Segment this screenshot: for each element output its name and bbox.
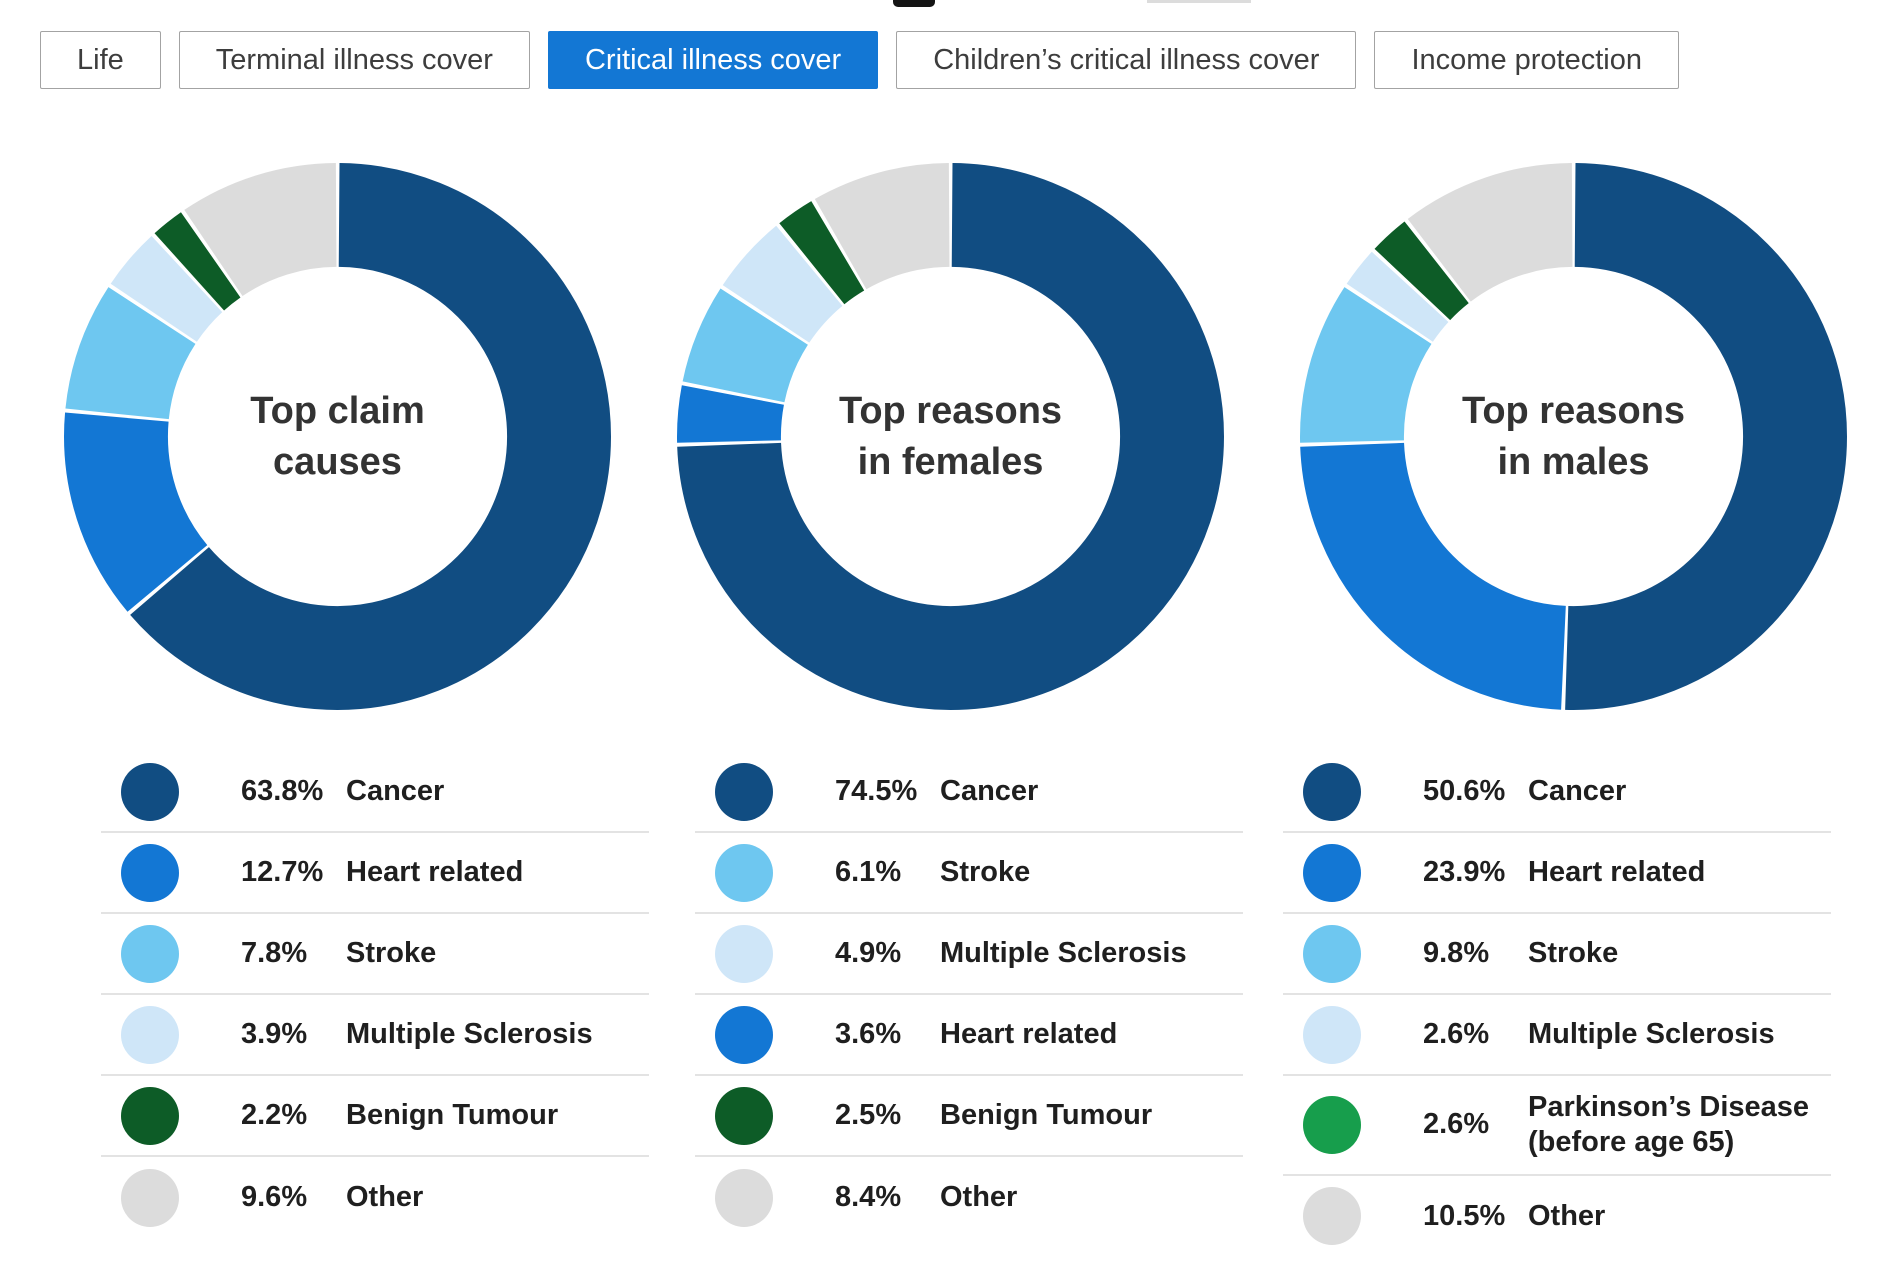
legend-row-heart-related: 12.7% Heart related bbox=[101, 833, 649, 914]
legend-row-multiple-sclerosis: 2.6% Multiple Sclerosis bbox=[1283, 995, 1831, 1076]
legend-label: Stroke bbox=[940, 856, 1031, 889]
legend-row-benign-tumour: 2.2% Benign Tumour bbox=[101, 1076, 649, 1157]
legend-label: Heart related bbox=[346, 856, 524, 889]
donut-slice-cancer bbox=[1300, 163, 1847, 710]
legend-dot-multiple-sclerosis bbox=[715, 924, 773, 983]
donut-slice-cancer bbox=[677, 163, 1224, 710]
legend-dot-stroke bbox=[121, 924, 179, 983]
legend-percentage: 9.6% bbox=[241, 1181, 308, 1213]
legend-dot-stroke bbox=[715, 843, 773, 902]
tab-terminal-illness-cover[interactable]: Terminal illness cover bbox=[178, 31, 530, 89]
legend-row-cancer: 74.5% Cancer bbox=[695, 752, 1243, 833]
donut-slice-stroke bbox=[1300, 163, 1847, 710]
legend-label: Heart related bbox=[1528, 856, 1706, 889]
legend-dot-heart-related bbox=[1303, 843, 1361, 902]
legend-dot-multiple-sclerosis bbox=[121, 1005, 179, 1064]
legend-percentage: 2.2% bbox=[241, 1099, 308, 1131]
legend-percentage: 7.8% bbox=[241, 937, 308, 969]
legend-row-stroke: 6.1% Stroke bbox=[695, 833, 1243, 914]
donut-slice-cancer bbox=[64, 163, 611, 710]
top-edge-fragment-light bbox=[1147, 0, 1251, 3]
tab-critical-illness-cover[interactable]: Critical illness cover bbox=[547, 31, 879, 89]
legend-row-other: 8.4% Other bbox=[695, 1157, 1243, 1238]
legend-percentage: 12.7% bbox=[241, 856, 324, 888]
legend-label: Benign Tumour bbox=[940, 1099, 1153, 1132]
legend-dot-cancer bbox=[715, 762, 773, 821]
legend-row-heart-related: 3.6% Heart related bbox=[695, 995, 1243, 1076]
legend-label: Multiple Sclerosis bbox=[1528, 1018, 1775, 1051]
legend-top-reasons-females: 74.5% Cancer 6.1% Stroke 4.9% Multiple Sclero… bbox=[695, 752, 1243, 1238]
legend-label: Stroke bbox=[346, 937, 437, 970]
legend-row-multiple-sclerosis: 3.9% Multiple Sclerosis bbox=[101, 995, 649, 1076]
legend-dot-multiple-sclerosis bbox=[1303, 1005, 1361, 1064]
legend-label: Multiple Sclerosis bbox=[346, 1018, 593, 1051]
legend-percentage: 3.6% bbox=[835, 1018, 902, 1050]
legend-label: Cancer bbox=[940, 775, 1039, 808]
legend-label: Benign Tumour bbox=[346, 1099, 559, 1132]
tab-bar: Life Terminal illness cover Critical illne… bbox=[40, 31, 1679, 89]
legend-row-cancer: 50.6% Cancer bbox=[1283, 752, 1831, 833]
legend-row-parkinson-s-disease-before-age-65: 2.6% Parkinson’s Disease (before age 65) bbox=[1283, 1076, 1831, 1176]
legend-label: Other bbox=[940, 1181, 1018, 1214]
legend-row-other: 10.5% Other bbox=[1283, 1176, 1831, 1257]
legend-dot-stroke bbox=[1303, 924, 1361, 983]
legend-percentage: 6.1% bbox=[835, 856, 902, 888]
donut-svg-top-reasons-males bbox=[1300, 163, 1847, 710]
tab-children-s-critical-illness-cover[interactable]: Children’s critical illness cover bbox=[896, 31, 1357, 89]
legend-dot-other bbox=[121, 1168, 179, 1227]
legend-label: Cancer bbox=[346, 775, 445, 808]
tab-life[interactable]: Life bbox=[40, 31, 161, 89]
legend-percentage: 2.6% bbox=[1423, 1108, 1490, 1141]
legend-label: Stroke bbox=[1528, 937, 1619, 970]
legend-label: Multiple Sclerosis bbox=[940, 937, 1187, 970]
legend-label: Parkinson’s Disease (before age 65) bbox=[1528, 1091, 1810, 1158]
legend-percentage: 4.9% bbox=[835, 937, 902, 969]
legend-percentage: 74.5% bbox=[835, 775, 918, 807]
legend-row-benign-tumour: 2.5% Benign Tumour bbox=[695, 1076, 1243, 1157]
legend-dot-cancer bbox=[121, 762, 179, 821]
legend-dot-heart-related bbox=[715, 1005, 773, 1064]
legend-percentage: 50.6% bbox=[1423, 775, 1506, 807]
donut-svg-top-claim-causes bbox=[64, 163, 611, 710]
donut-chart-top-claim-causes: Top claim causes bbox=[64, 163, 611, 710]
legend-percentage: 8.4% bbox=[835, 1181, 902, 1213]
legend-row-cancer: 63.8% Cancer bbox=[101, 752, 649, 833]
donut-chart-top-reasons-males: Top reasons in males bbox=[1300, 163, 1847, 710]
legend-dot-parkinson-s-disease-before-age-65 bbox=[1303, 1095, 1361, 1154]
legend-row-other: 9.6% Other bbox=[101, 1157, 649, 1238]
legend-dot-other bbox=[1303, 1187, 1361, 1246]
legend-percentage: 23.9% bbox=[1423, 856, 1506, 888]
legend-percentage: 3.9% bbox=[241, 1018, 308, 1050]
legend-label: Other bbox=[346, 1181, 424, 1214]
legend-percentage: 63.8% bbox=[241, 775, 324, 807]
legend-row-stroke: 7.8% Stroke bbox=[101, 914, 649, 995]
donut-svg-top-reasons-females bbox=[677, 163, 1224, 710]
legend-row-stroke: 9.8% Stroke bbox=[1283, 914, 1831, 995]
legend-percentage: 2.6% bbox=[1423, 1018, 1490, 1050]
legend-percentage: 9.8% bbox=[1423, 937, 1490, 969]
legend-label: Other bbox=[1528, 1199, 1606, 1232]
legend-dot-other bbox=[715, 1168, 773, 1227]
donut-slice-heart-related bbox=[677, 163, 1224, 710]
donut-slice-heart-related bbox=[64, 163, 611, 710]
legend-dot-cancer bbox=[1303, 762, 1361, 821]
legend-top-claim-causes: 63.8% Cancer 12.7% Heart related 7.8% Stroke 3… bbox=[101, 752, 649, 1238]
legend-row-multiple-sclerosis: 4.9% Multiple Sclerosis bbox=[695, 914, 1243, 995]
legend-label: Heart related bbox=[940, 1018, 1118, 1051]
top-edge-fragment-dark bbox=[893, 0, 935, 7]
legend-dot-benign-tumour bbox=[715, 1086, 773, 1145]
legend-percentage: 10.5% bbox=[1423, 1199, 1506, 1232]
legend-label: Cancer bbox=[1528, 775, 1627, 808]
legend-dot-benign-tumour bbox=[121, 1086, 179, 1145]
legend-row-heart-related: 23.9% Heart related bbox=[1283, 833, 1831, 914]
legend-percentage: 2.5% bbox=[835, 1099, 902, 1131]
legend-top-reasons-males: 50.6% Cancer 23.9% Heart related 9.8% Stroke 2… bbox=[1283, 752, 1831, 1257]
legend-dot-heart-related bbox=[121, 843, 179, 902]
donut-chart-top-reasons-females: Top reasons in females bbox=[677, 163, 1224, 710]
tab-income-protection[interactable]: Income protection bbox=[1374, 31, 1679, 89]
